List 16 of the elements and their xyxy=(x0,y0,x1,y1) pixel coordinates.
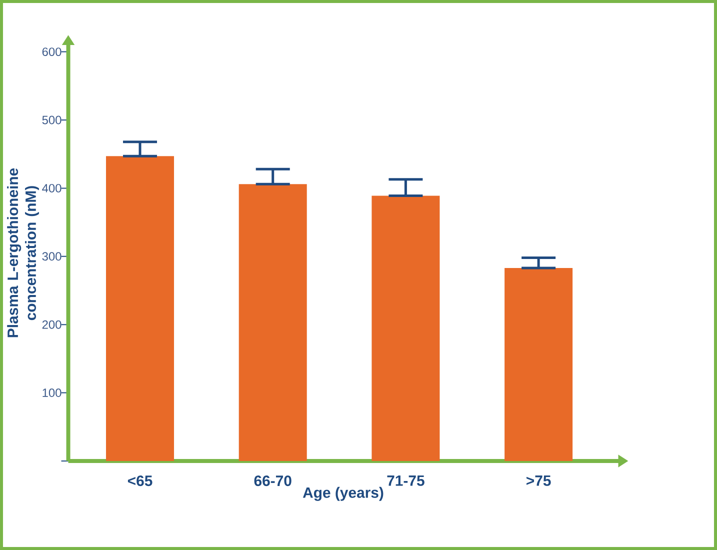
bar xyxy=(238,184,307,461)
y-tick-label: 400 xyxy=(42,184,62,192)
x-axis-title: Age (years) xyxy=(302,486,384,501)
bar xyxy=(372,196,440,461)
x-tick-label: <65 xyxy=(128,476,152,486)
y-tick-label: 200 xyxy=(42,320,62,329)
x-tick-label: >75 xyxy=(526,476,551,486)
y-tick-label: 100 xyxy=(42,388,62,398)
y-tick-label: 600 xyxy=(42,48,62,56)
y-tick-label: 300 xyxy=(42,252,62,261)
x-tick-label: 71-75 xyxy=(387,476,424,486)
y-tick-label: 500 xyxy=(42,116,62,124)
bar xyxy=(504,268,573,461)
x-tick-label: 66-70 xyxy=(254,476,292,486)
bar xyxy=(106,156,174,461)
y-axis-title: Plasma L-ergothioneine concentration (nM) xyxy=(7,168,39,338)
